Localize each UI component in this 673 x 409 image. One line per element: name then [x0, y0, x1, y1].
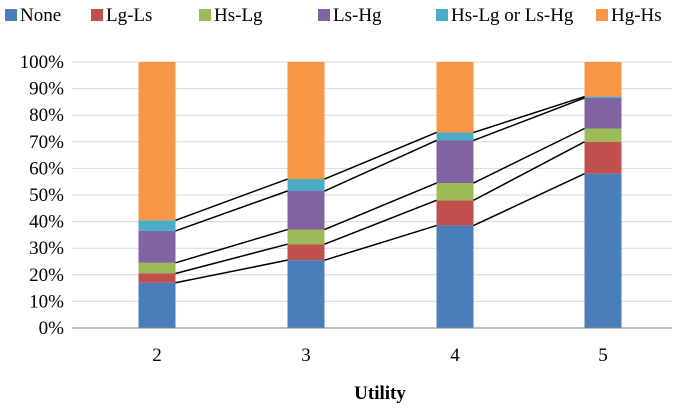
connector-line [473, 141, 585, 201]
bar-segment-hg-hs-2 [138, 62, 176, 221]
bar-segment-hs-lg-or-ls-hg-4 [436, 132, 474, 141]
x-tick-label: 2 [152, 345, 162, 366]
legend-item-hg-hs: Hg-Hs [596, 5, 662, 26]
x-tick-label: 5 [598, 345, 608, 366]
bar-segment-none-5 [584, 173, 622, 328]
bar-segment-lg-ls-4 [436, 200, 474, 226]
legend-item-lg-ls: Lg-Ls [91, 5, 152, 26]
bar-segment-none-4 [436, 225, 474, 328]
legend-swatch [318, 9, 330, 21]
bar-segment-hs-lg-or-ls-hg-2 [138, 220, 176, 231]
bar-segment-lg-ls-3 [287, 244, 325, 261]
connector-lines [175, 95, 585, 284]
bar-segment-none-3 [287, 260, 325, 328]
x-tick-labels: 2 3 4 5 [152, 345, 608, 366]
bar-segment-hs-lg-4 [436, 183, 474, 201]
legend-swatch [199, 9, 211, 21]
legend-swatch [596, 9, 608, 21]
bar-segment-hg-hs-5 [584, 62, 622, 97]
legend: None Lg-Ls Hs-Lg Ls-Hg Hs-Lg or Ls-Hg Hg-Hs [5, 5, 662, 26]
bar-segment-ls-hg-4 [436, 140, 474, 184]
x-axis-title: Utility [354, 383, 406, 404]
y-tick-label: 20% [29, 265, 64, 286]
legend-label: Hg-Hs [611, 5, 662, 26]
legend-label: None [20, 5, 61, 26]
connector-line [175, 190, 288, 232]
bar-segment-hs-lg-5 [584, 128, 622, 142]
legend-label: Ls-Hg [333, 5, 382, 26]
legend-swatch [5, 9, 17, 21]
connector-line [324, 199, 437, 245]
connector-line [175, 243, 288, 275]
bar-segment-lg-ls-2 [138, 273, 176, 283]
y-tick-label: 40% [29, 212, 64, 233]
bar-segment-hs-lg-or-ls-hg-5 [584, 96, 622, 98]
y-tick-label: 80% [29, 105, 64, 126]
legend-label: Lg-Ls [106, 5, 152, 26]
connector-line [324, 139, 437, 192]
y-tick-label: 90% [29, 79, 64, 100]
y-tick-label: 70% [29, 132, 64, 153]
legend-item-ls-hg: Ls-Hg [318, 5, 382, 26]
bar-segment-hg-hs-3 [287, 62, 325, 180]
connector-line [324, 224, 437, 261]
bar-segment-hg-hs-4 [436, 62, 474, 133]
bar-segment-ls-hg-3 [287, 191, 325, 230]
bar-segment-hs-lg-2 [138, 262, 176, 274]
legend-item-hs-lg: Hs-Lg [199, 5, 263, 26]
x-tick-label: 4 [450, 345, 460, 366]
connector-line [473, 173, 585, 227]
y-tick-label: 10% [29, 291, 64, 312]
y-tick-label: 60% [29, 158, 64, 179]
connector-line [473, 127, 585, 184]
connector-line [175, 178, 288, 221]
bar-segment-ls-hg-2 [138, 230, 176, 263]
connector-line [324, 182, 437, 231]
connector-line [473, 95, 585, 134]
legend-item-none: None [5, 5, 61, 26]
legend-item-hs-lg-or-ls-hg: Hs-Lg or Ls-Hg [436, 5, 574, 26]
bar-segment-lg-ls-5 [584, 141, 622, 174]
connector-line [175, 228, 288, 264]
connector-line [473, 97, 585, 142]
bar-segment-hs-lg-or-ls-hg-3 [287, 179, 325, 192]
bar-segment-hs-lg-3 [287, 229, 325, 245]
connector-line [324, 131, 437, 180]
connector-line [175, 259, 288, 284]
bar-segment-none-2 [138, 282, 176, 328]
y-tick-label: 30% [29, 238, 64, 259]
bars [138, 62, 622, 328]
legend-swatch [91, 9, 103, 21]
y-tick-label: 0% [39, 318, 65, 339]
y-tick-label: 50% [29, 185, 64, 206]
legend-label: Hs-Lg or Ls-Hg [451, 5, 574, 26]
bar-segment-ls-hg-5 [584, 97, 622, 129]
y-tick-labels: 0% 10% 20% 30% 40% 50% 60% 70% 80% 90% 100% [20, 52, 65, 339]
legend-swatch [436, 9, 448, 21]
x-tick-label: 3 [301, 345, 311, 366]
y-tick-label: 100% [20, 52, 65, 73]
legend-label: Hs-Lg [214, 5, 263, 26]
